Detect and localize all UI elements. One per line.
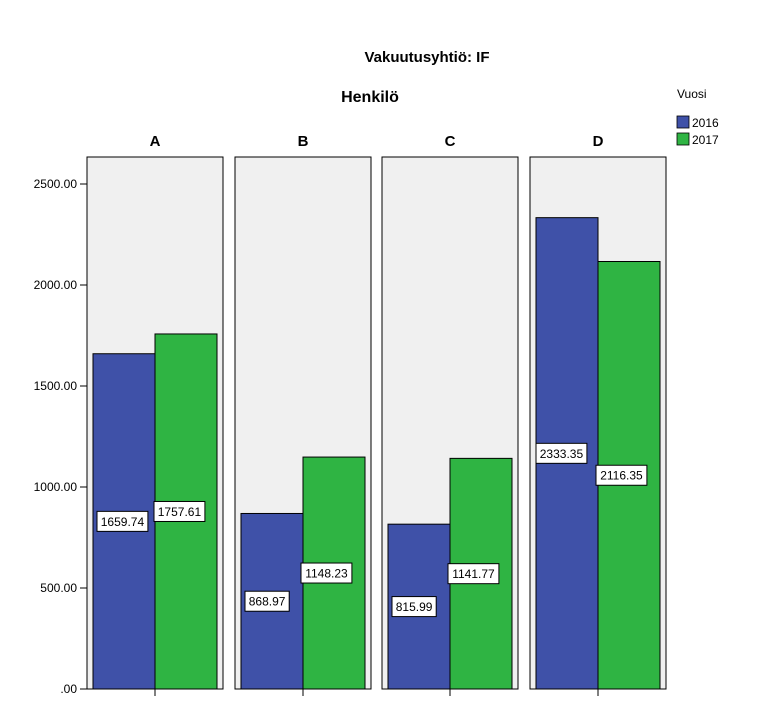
data-label-box	[391, 596, 437, 618]
panel-group-title: Henkilö	[341, 89, 399, 106]
panel-C: C 815.99 1141.77	[381, 133, 519, 696]
panel-B: B 868.97 1148.23	[234, 133, 372, 696]
data-label-B-2017: 1148.23	[305, 567, 348, 581]
data-label-C-2017: 1141.77	[452, 567, 495, 581]
data-label-box	[447, 563, 500, 585]
data-label-D-2017: 2116.35	[600, 469, 643, 483]
legend-swatch-2017	[676, 132, 690, 146]
chart-title: Vakuutusyhtiö: IF	[364, 49, 489, 66]
y-tick-label: 1500.00	[34, 379, 78, 393]
panels: A 1659.74 1757.61 B 868.97 1148.23 C 815.99 1141…	[86, 133, 667, 696]
data-label-D-2016: 2333.35	[540, 447, 584, 461]
data-label-A-2016: 1659.74	[101, 515, 145, 529]
legend: Vuosi 2016 2017	[676, 87, 719, 147]
data-label-box	[595, 464, 648, 486]
panel-D: D 2333.35 2116.35	[529, 133, 667, 696]
legend-label-2016: 2016	[692, 116, 719, 130]
data-label-B-2016: 868.97	[249, 595, 286, 609]
panel-title-B: B	[298, 133, 309, 150]
y-tick-label: 1000.00	[34, 480, 78, 494]
panel-title-A: A	[150, 133, 161, 150]
y-tick-label: .00	[60, 682, 77, 696]
legend-label-2017: 2017	[692, 133, 719, 147]
legend-title: Vuosi	[677, 87, 707, 101]
y-tick-label: 2000.00	[34, 278, 78, 292]
legend-swatch-2016	[676, 115, 690, 129]
y-axis: .00 500.00 1000.00 1500.00 2000.00 2500.00	[34, 177, 87, 696]
data-label-box	[96, 510, 149, 532]
data-label-box	[153, 500, 206, 522]
data-label-A-2017: 1757.61	[158, 505, 202, 519]
panel-title-D: D	[593, 133, 604, 150]
panel-A: A 1659.74 1757.61	[86, 133, 224, 696]
data-label-box	[535, 442, 588, 464]
y-tick-label: 500.00	[40, 581, 77, 595]
y-tick-label: 2500.00	[34, 177, 78, 191]
panel-title-C: C	[445, 133, 456, 150]
data-label-box	[300, 562, 353, 584]
data-label-box	[244, 590, 290, 612]
data-label-C-2016: 815.99	[396, 600, 433, 614]
